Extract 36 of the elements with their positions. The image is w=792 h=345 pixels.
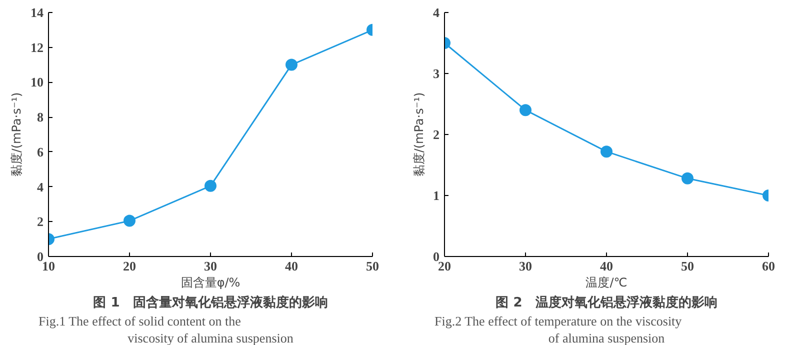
x-tick-label: 50 [366, 258, 379, 274]
x-axis-title: 固含量φ/% [180, 276, 240, 290]
text: Fig.1 The effect of solid content on the viscosity of alumina suspension [38, 314, 294, 345]
x-tick-label: 50 [681, 258, 694, 274]
y-tick-label: 8 [37, 110, 44, 125]
x-tick-label: 20 [123, 258, 136, 274]
x-tick-label: 40 [285, 258, 298, 274]
y-tick-label: 14 [30, 5, 44, 20]
y-tick-label: 6 [37, 144, 44, 160]
y-tick-label: 4 [37, 179, 44, 194]
point [682, 172, 694, 184]
point [600, 146, 612, 158]
y-tick-label: 10 [30, 74, 44, 90]
point [520, 104, 532, 116]
y-axis-title: 黏度/(mPa·s⁻¹) [10, 92, 24, 177]
y-tick-label: 0 [37, 249, 44, 264]
x-tick-label: 40 [600, 258, 613, 274]
point [286, 58, 298, 71]
y-tick-label: 1 [433, 188, 440, 203]
x-tick-label: 30 [204, 258, 217, 274]
y-tick-label: 3 [433, 66, 440, 81]
text: 图 1 固含量对氧化铝悬浮液黏度的影响 [93, 294, 328, 310]
text: Fig.2 The effect of temperature on the viscosity of alumina suspension [434, 314, 682, 345]
x-tick-label: 60 [762, 258, 775, 274]
x-axis-title: 温度/℃ [586, 276, 628, 290]
y-tick-label: 2 [37, 214, 44, 230]
point [204, 180, 216, 192]
text: 图 2 温度对氧化铝悬浮液黏度的影响 [496, 294, 718, 310]
y-tick-label: 2 [433, 127, 440, 142]
y-tick-label: 4 [433, 5, 440, 20]
x-tick-label: 20 [438, 258, 451, 274]
y-tick-label: 0 [433, 249, 440, 264]
point [124, 214, 136, 227]
x-tick-label: 30 [519, 258, 532, 274]
y-tick-label: 12 [30, 40, 44, 55]
y-axis-title: 黏度/(mPa·s⁻¹) [412, 92, 426, 177]
